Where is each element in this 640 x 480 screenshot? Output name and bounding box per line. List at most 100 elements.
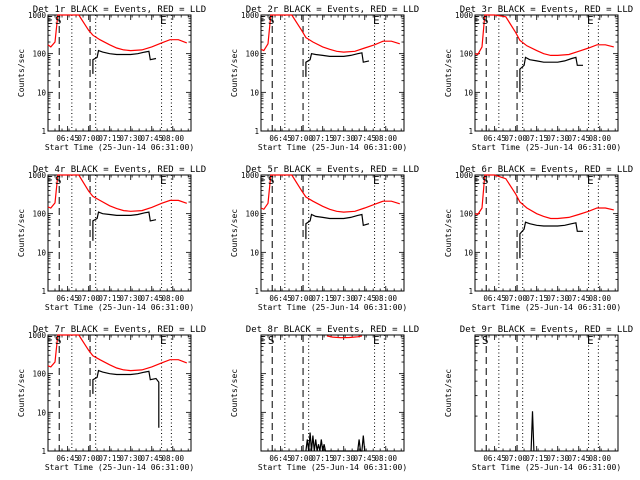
- x-tick-label: 07:00: [504, 294, 527, 303]
- x-tick-label: 07:15: [525, 294, 548, 303]
- y-tick-label: 10: [464, 88, 474, 97]
- x-tick-label: 07:30: [332, 454, 355, 463]
- x-tick-label: 07:45: [567, 134, 590, 143]
- interval-marker-label: E: [46, 14, 53, 27]
- events-series-line: [92, 49, 157, 74]
- y-tick-label: 10: [464, 248, 474, 257]
- interval-marker-label: E: [259, 14, 266, 27]
- x-tick-label: 07:15: [98, 294, 121, 303]
- interval-marker-label: S: [482, 14, 489, 27]
- chart-title: Det 8r BLACK = Events, RED = LLD: [246, 325, 419, 335]
- x-tick-label: 06:45: [56, 134, 79, 143]
- interval-marker-label: E: [259, 174, 266, 187]
- chart-panel: Det 7r BLACK = Events, RED = LLD 1 10 100 10…: [17, 325, 206, 472]
- events-series-line: [92, 369, 160, 428]
- events-series-line: [92, 211, 157, 241]
- x-tick-label: 08:00: [161, 454, 184, 463]
- x-tick-label: 07:15: [525, 134, 548, 143]
- x-tick-label: 07:15: [98, 134, 121, 143]
- events-series-line: [519, 56, 583, 93]
- events-series-line: [530, 411, 535, 452]
- interval-marker-label: E: [473, 334, 480, 347]
- x-tick-label: 07:00: [77, 134, 100, 143]
- x-tick-label: 08:00: [588, 454, 611, 463]
- x-tick-label: 07:45: [353, 294, 376, 303]
- interval-marker-label: E: [160, 334, 167, 347]
- x-tick-label: 07:00: [290, 454, 313, 463]
- x-tick-label: 07:15: [311, 454, 334, 463]
- x-tick-label: 07:00: [77, 454, 100, 463]
- interval-marker-label: E: [587, 334, 594, 347]
- plot-frame: [47, 174, 192, 292]
- x-tick-label: 07:30: [332, 134, 355, 143]
- y-tick-label: 1: [254, 287, 259, 296]
- y-tick-label: 1000: [28, 11, 47, 20]
- events-series-line: [305, 213, 370, 240]
- chart-panel: Det 3r BLACK = Events, RED = LLD 1 10 100 10…: [444, 5, 633, 152]
- x-axis-label: Start Time (25-Jun-14 06:31:00): [258, 303, 407, 312]
- x-tick-label: 08:00: [374, 134, 397, 143]
- y-tick-label: 10: [37, 88, 47, 97]
- interval-marker-label: S: [268, 174, 275, 187]
- chart-panel: Det 8r BLACK = Events, RED = LLD06:4507:…: [230, 325, 419, 472]
- plot-frame: [260, 334, 405, 452]
- chart-title: Det 2r BLACK = Events, RED = LLD: [246, 5, 419, 15]
- x-axis-label: Start Time (25-Jun-14 06:31:00): [472, 463, 621, 472]
- lld-series-line: [326, 335, 363, 339]
- chart-panel: Det 6r BLACK = Events, RED = LLD 1 10 100 10…: [444, 165, 633, 312]
- interval-marker-label: S: [268, 14, 275, 27]
- x-tick-label: 08:00: [374, 454, 397, 463]
- x-tick-label: 07:00: [504, 454, 527, 463]
- y-tick-label: 100: [245, 50, 259, 59]
- x-tick-label: 08:00: [588, 134, 611, 143]
- lld-series-line: [260, 174, 400, 213]
- x-tick-label: 07:30: [119, 454, 142, 463]
- interval-marker-label: E: [587, 174, 594, 187]
- y-tick-label: 100: [32, 210, 46, 219]
- y-tick-label: 1: [468, 287, 473, 296]
- interval-marker-label: E: [373, 174, 380, 187]
- x-tick-label: 07:00: [290, 294, 313, 303]
- y-axis-label: Counts/sec: [230, 369, 239, 417]
- x-tick-label: 08:00: [374, 294, 397, 303]
- x-tick-label: 06:45: [56, 294, 79, 303]
- interval-marker-label: E: [46, 174, 53, 187]
- x-tick-label: 08:00: [161, 294, 184, 303]
- chart-panel: Det 1r BLACK = Events, RED = LLD 1 10 100 10…: [17, 5, 206, 152]
- y-axis-label: Counts/sec: [230, 49, 239, 97]
- chart-title: Det 4r BLACK = Events, RED = LLD: [33, 165, 206, 175]
- x-tick-label: 07:45: [567, 454, 590, 463]
- interval-marker-label: E: [259, 334, 266, 347]
- y-tick-label: 10: [250, 88, 260, 97]
- x-tick-label: 07:30: [119, 134, 142, 143]
- x-tick-label: 07:45: [140, 294, 163, 303]
- x-tick-label: 07:45: [140, 454, 163, 463]
- y-axis-label: Counts/sec: [230, 209, 239, 257]
- x-tick-label: 06:45: [269, 294, 292, 303]
- x-axis-label: Start Time (25-Jun-14 06:31:00): [472, 303, 621, 312]
- chart-title: Det 6r BLACK = Events, RED = LLD: [460, 165, 633, 175]
- y-tick-label: 1: [41, 127, 46, 136]
- interval-marker-label: S: [482, 334, 489, 347]
- y-tick-label: 1: [41, 287, 46, 296]
- interval-marker-label: S: [482, 174, 489, 187]
- x-tick-label: 07:15: [98, 454, 121, 463]
- lld-series-line: [47, 174, 187, 212]
- x-tick-label: 07:15: [311, 294, 334, 303]
- y-tick-label: 100: [32, 370, 46, 379]
- x-tick-label: 07:30: [119, 294, 142, 303]
- y-tick-label: 1000: [241, 171, 260, 180]
- y-tick-label: 1: [41, 447, 46, 456]
- plot-frame: [260, 14, 405, 132]
- plot-frame: [260, 174, 405, 292]
- lld-series-line: [474, 14, 614, 57]
- x-tick-label: 07:30: [546, 454, 569, 463]
- y-tick-label: 10: [250, 248, 260, 257]
- y-tick-label: 1000: [241, 11, 260, 20]
- x-axis-label: Start Time (25-Jun-14 06:31:00): [45, 143, 194, 152]
- y-tick-label: 100: [459, 50, 473, 59]
- x-tick-label: 07:15: [525, 454, 548, 463]
- x-tick-label: 07:30: [546, 134, 569, 143]
- events-series-line: [519, 221, 583, 259]
